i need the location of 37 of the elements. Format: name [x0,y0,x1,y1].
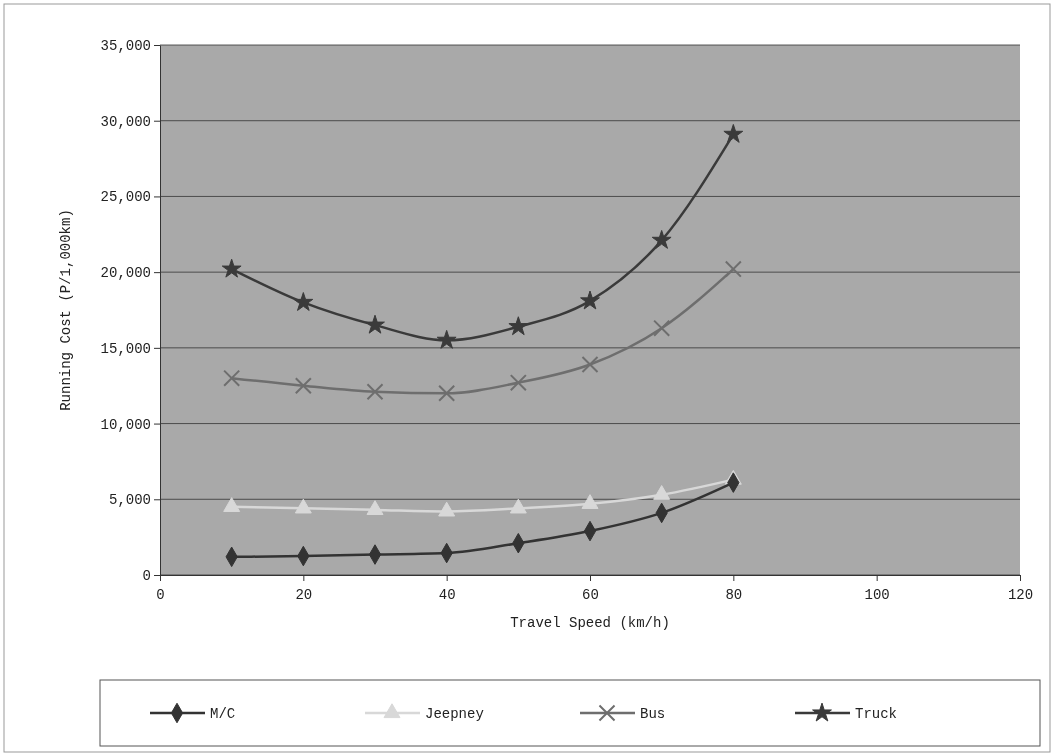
y-tick-label: 15,000 [100,340,151,357]
point [509,374,527,392]
x-tick-label: 120 [1007,587,1034,604]
y-tick-label: 5,000 [108,492,151,509]
legend-label: Bus [640,706,666,722]
y-tick-label: 20,000 [100,265,151,282]
point [581,355,599,374]
x-tick-label: 40 [438,587,456,604]
y-tick-label: 30,000 [100,113,151,130]
point [653,319,671,337]
point [294,377,312,395]
legend-label: Truck [855,706,898,722]
point [580,290,600,310]
x-tick-label: 60 [582,587,599,604]
x-tick-label: 80 [725,587,743,604]
y-axis-title: Running Cost (P/1,000km) [58,209,74,411]
point [723,123,744,143]
legend-label: Jeepney [425,706,484,722]
point [221,258,242,278]
y-tick-label: 35,000 [100,37,151,54]
x-tick-label: 100 [864,587,890,604]
point [223,369,241,387]
point [651,229,672,249]
point [438,384,456,402]
point [293,292,314,311]
x-axis-title: Travel Speed (km/h) [510,615,670,631]
legend-label: M/C [210,706,236,722]
point [366,383,384,401]
y-tick-label: 0 [142,567,151,584]
point [724,260,742,278]
point [436,329,457,349]
x-tick-label: 20 [295,587,313,604]
y-tick-label: 10,000 [100,416,151,433]
x-tick-label: 0 [156,587,165,604]
point [365,314,385,334]
y-tick-label: 25,000 [100,189,151,206]
point [508,316,529,336]
